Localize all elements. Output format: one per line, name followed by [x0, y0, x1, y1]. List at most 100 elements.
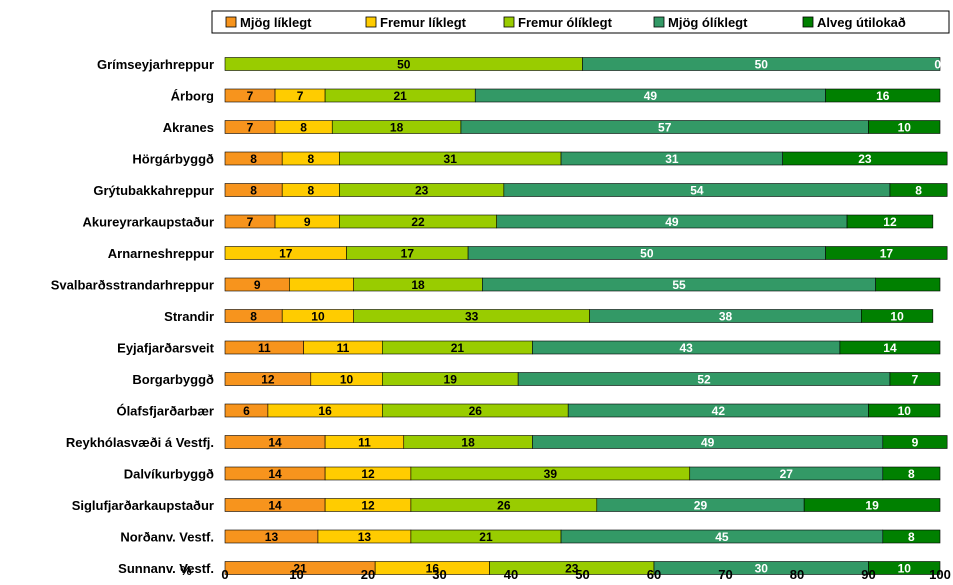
data-label: 39 [544, 467, 558, 481]
data-label: 7 [247, 215, 254, 229]
data-label: 18 [411, 278, 425, 292]
x-axis: % 0 10 20 30 40 50 60 70 80 90 100 [180, 563, 951, 582]
data-label: 8 [250, 152, 257, 166]
data-label: 8 [307, 152, 314, 166]
data-label: 54 [690, 184, 704, 198]
legend-swatch [802, 16, 814, 28]
data-label: 17 [279, 247, 293, 261]
bar-row: 8 10 33 38 10 [224, 309, 934, 324]
data-label: 49 [701, 436, 715, 450]
bar-segment [289, 277, 355, 292]
data-label: 49 [644, 89, 658, 103]
data-label: 23 [415, 184, 429, 198]
data-label: 52 [697, 373, 711, 387]
bar-segment [825, 246, 948, 260]
bar-row: 8 8 31 31 23 [224, 151, 948, 166]
category-label: Akranes [163, 120, 214, 135]
data-label: 30 [755, 562, 769, 576]
category-label: Dalvíkurbyggð [124, 467, 214, 482]
bar-row: 14 11 18 49 9 [224, 435, 948, 450]
category-label: Svalbarðsstrandarhreppur [51, 278, 214, 293]
data-label: 10 [898, 404, 912, 418]
x-tick-label: 60 [647, 567, 661, 582]
category-label: Grímseyjarhreppur [97, 57, 214, 72]
category-label: Siglufjarðarkaupstaður [72, 498, 214, 513]
category-label: Hörgárbyggð [132, 152, 214, 167]
data-label: 9 [304, 215, 311, 229]
data-label: 8 [307, 184, 314, 198]
data-label: 10 [898, 562, 912, 576]
bar-segment [889, 372, 941, 386]
data-label: 0 [934, 58, 941, 72]
data-label: 17 [880, 247, 894, 261]
bar-segment [868, 561, 941, 575]
bar-row: 17 17 50 17 [224, 246, 948, 261]
bar-row: 7 7 21 49 16 [224, 88, 941, 103]
data-label: 8 [250, 310, 257, 324]
data-label: 17 [401, 247, 415, 261]
data-label: 19 [444, 373, 458, 387]
x-tick-label: 70 [718, 567, 732, 582]
data-label: 13 [265, 530, 279, 544]
bar-row: 12 10 19 52 7 [224, 372, 941, 387]
x-tick-label: 50 [575, 567, 589, 582]
category-label: Strandir [164, 309, 214, 324]
data-label: 10 [311, 310, 325, 324]
legend-swatch [503, 16, 515, 28]
x-tick-label: 100 [929, 567, 951, 582]
bars: 50 50 0 7 7 21 49 16 7 8 18 57 10 8 8 31 31 23 8 8 23 54 8 7 9 22… [224, 57, 948, 576]
data-label: 50 [397, 58, 411, 72]
data-label: 57 [658, 121, 672, 135]
bar-segment [846, 214, 934, 229]
bar-row: 9 18 55 [224, 277, 941, 292]
data-label: 8 [908, 530, 915, 544]
bar-segment [803, 498, 941, 512]
legend-swatch [225, 16, 237, 28]
bar-row: 50 50 0 [224, 57, 941, 72]
data-label: 10 [898, 121, 912, 135]
data-label: 8 [915, 184, 922, 198]
x-tick-label: 0 [221, 567, 228, 582]
data-label: 12 [361, 467, 375, 481]
legend-swatch [653, 16, 665, 28]
legend-label: Alveg útilokað [817, 15, 906, 30]
data-label: 9 [912, 436, 919, 450]
data-label: 45 [715, 530, 729, 544]
legend-label: Mjög líklegt [240, 15, 312, 30]
data-label: 55 [672, 278, 686, 292]
legend-frame [211, 10, 950, 34]
data-label: 50 [640, 247, 654, 261]
data-label: 18 [461, 436, 475, 450]
data-label: 43 [679, 341, 693, 355]
category-label: Árborg [171, 89, 214, 104]
data-label: 14 [268, 467, 282, 481]
data-label: 14 [883, 341, 897, 355]
data-label: 12 [361, 499, 375, 513]
bar-segment [882, 435, 948, 449]
data-label: 7 [247, 121, 254, 135]
bar-segment [582, 57, 941, 71]
bar-row: 7 8 18 57 10 [224, 120, 941, 135]
data-label: 33 [465, 310, 479, 324]
bar-segment [875, 277, 941, 292]
data-label: 19 [865, 499, 879, 513]
bar-segment [882, 466, 941, 481]
data-label: 10 [340, 373, 354, 387]
data-label: 14 [268, 499, 282, 513]
legend-label: Mjög ólíklegt [668, 15, 748, 30]
x-tick-label: 10 [289, 567, 303, 582]
data-label: 38 [719, 310, 733, 324]
category-label: Akureyrarkaupstaður [83, 215, 215, 230]
bar-segment [889, 183, 948, 197]
bar-segment [868, 120, 941, 134]
x-tick-label: 80 [790, 567, 804, 582]
category-label: Borgarbyggð [132, 372, 214, 387]
data-label: 8 [300, 121, 307, 135]
data-label: 26 [497, 499, 511, 513]
data-label: 42 [712, 404, 726, 418]
data-label: 27 [780, 467, 794, 481]
legend: Mjög líklegt Fremur líklegt Fremur ólíkleg… [211, 10, 950, 34]
data-label: 21 [451, 341, 465, 355]
data-label: 12 [261, 373, 275, 387]
data-label: 13 [358, 530, 372, 544]
